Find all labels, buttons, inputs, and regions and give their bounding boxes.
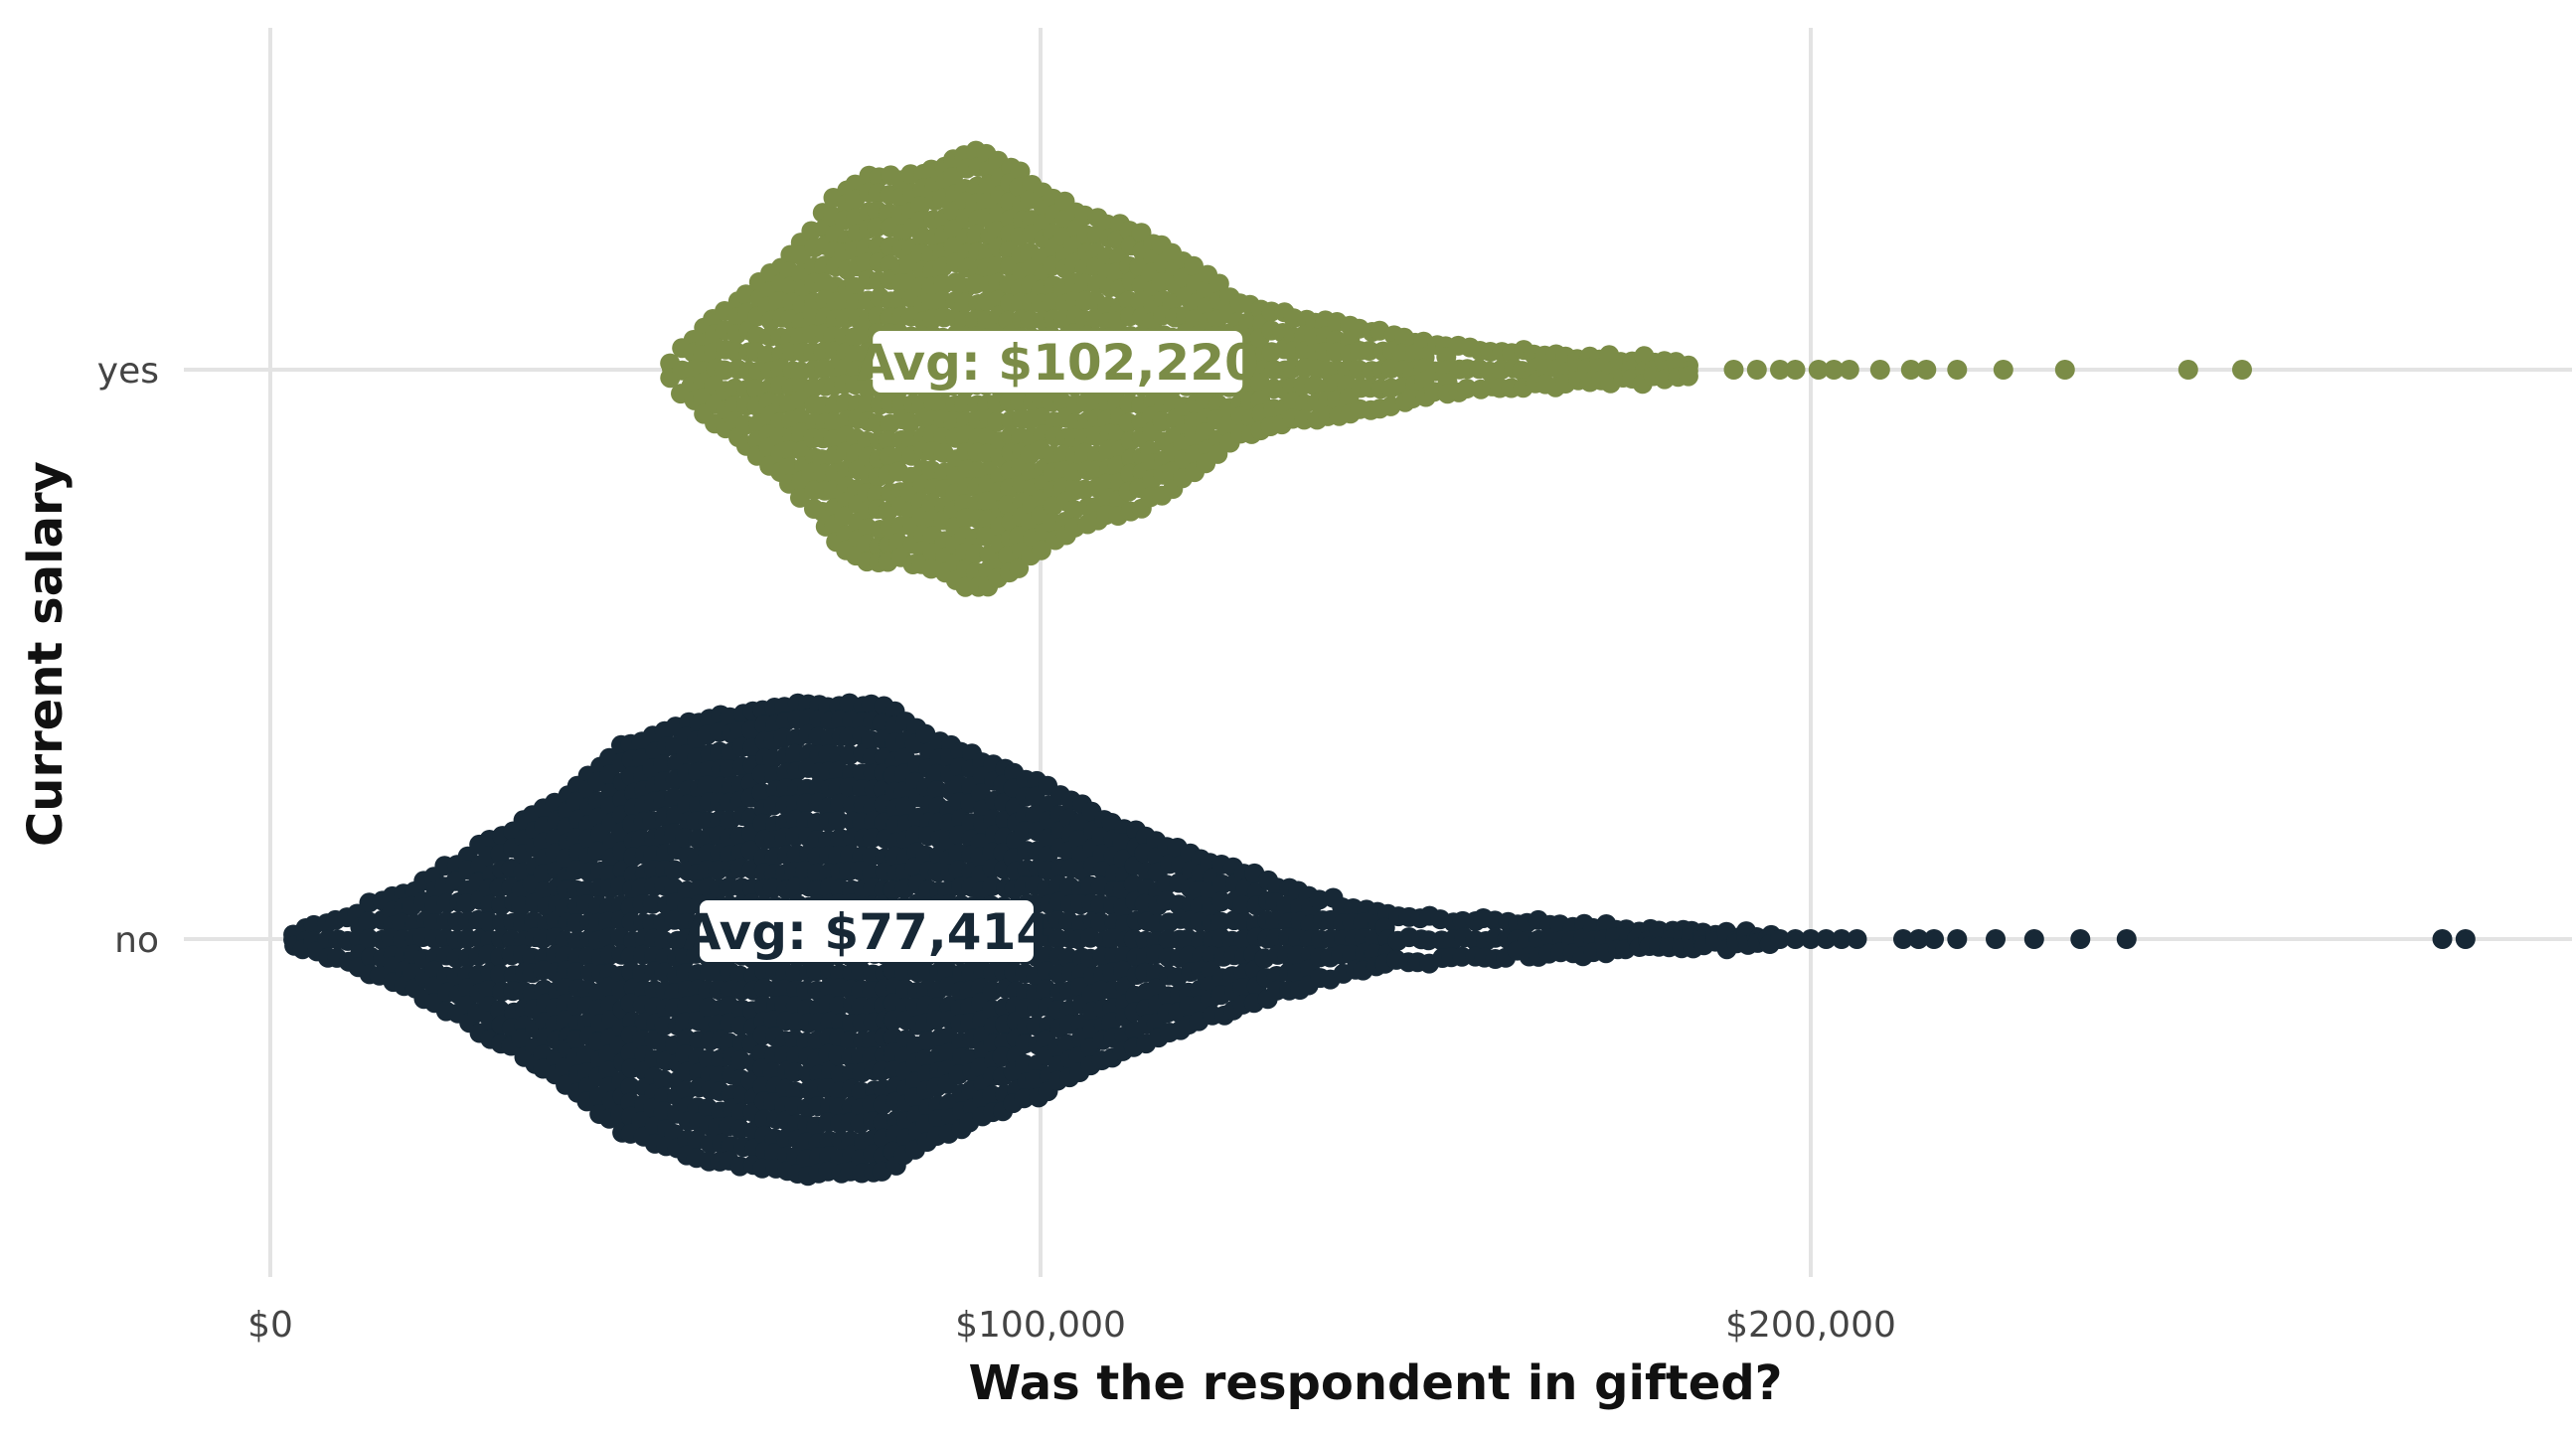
data-point — [1208, 273, 1229, 294]
outlier-point — [1924, 929, 1944, 949]
data-point — [620, 1077, 641, 1097]
mean-label-yes: Avg: $102,220 — [857, 331, 1259, 393]
outlier-point — [1832, 929, 1852, 949]
outlier-point — [1869, 360, 1890, 380]
data-point — [785, 743, 806, 764]
outlier-point — [1816, 929, 1837, 949]
data-point — [642, 893, 663, 914]
y-tick-label-yes: yes — [97, 351, 159, 392]
data-point — [937, 960, 958, 981]
data-point — [965, 273, 986, 294]
mean-label-box — [873, 331, 1243, 393]
data-point — [708, 860, 728, 880]
outlier-point — [1808, 360, 1829, 380]
data-point — [828, 810, 849, 831]
y-axis-title: Current salary — [18, 461, 74, 847]
mean-label-text: Avg: $77,414 — [683, 903, 1050, 961]
data-point — [1304, 376, 1325, 396]
data-point — [1232, 894, 1253, 915]
y-axis-ticks: yes no — [97, 351, 159, 961]
outlier-point — [2116, 929, 2137, 949]
y-tick-label-no: no — [114, 920, 159, 961]
outlier-point — [1993, 360, 2013, 380]
data-point — [729, 965, 750, 986]
data-point — [1009, 557, 1030, 578]
outlier-point — [1847, 929, 1867, 949]
outlier-point — [2054, 360, 2075, 380]
mean-label-box — [699, 900, 1034, 962]
outlier-point — [1986, 929, 2006, 949]
mean-label-text: Avg: $102,220 — [857, 334, 1259, 392]
outlier-point — [1947, 360, 1968, 380]
outlier-point — [1785, 929, 1806, 949]
outlier-point — [1893, 929, 1913, 949]
outlier-point — [1723, 360, 1744, 380]
outlier-point — [1770, 929, 1790, 949]
data-point — [926, 1010, 947, 1031]
outlier-point — [1746, 360, 1767, 380]
gridlines — [184, 28, 2572, 1277]
data-point — [915, 845, 936, 866]
x-tick-label: $200,000 — [1725, 1305, 1896, 1346]
data-point — [1014, 1088, 1035, 1109]
data-point — [1353, 912, 1373, 933]
data-point — [1457, 379, 1477, 398]
data-point — [779, 457, 800, 478]
average-labels: Avg: $102,220 Avg: $77,414 — [683, 331, 1259, 962]
data-point — [976, 526, 997, 547]
outlier-point — [1908, 929, 1929, 949]
outlier-point — [2432, 929, 2453, 949]
outlier-point — [2455, 929, 2476, 949]
mean-label-no: Avg: $77,414 — [683, 900, 1050, 962]
outlier-point — [1839, 360, 1859, 380]
outlier-point — [1824, 360, 1845, 380]
data-point — [746, 379, 767, 399]
outlier-point — [2177, 360, 2198, 380]
outlier-point — [1916, 360, 1937, 380]
data-point — [1031, 540, 1051, 560]
outlier-point — [2070, 929, 2091, 949]
data-point — [757, 345, 778, 366]
outlier-point — [1770, 360, 1790, 380]
outlier-point — [1785, 360, 1806, 380]
data-point — [752, 1158, 772, 1179]
data-point — [926, 780, 947, 801]
data-point — [1678, 366, 1698, 387]
outlier-point — [2232, 360, 2252, 380]
x-tick-label: $0 — [247, 1305, 293, 1346]
x-axis-ticks: $0 $100,000 $200,000 — [247, 1305, 1896, 1346]
outlier-point — [1900, 360, 1921, 380]
data-point — [992, 1046, 1013, 1067]
data-point — [1010, 161, 1031, 182]
swarm-layer — [283, 140, 2476, 1187]
x-tick-label: $100,000 — [955, 1305, 1126, 1346]
x-axis-title: Was the respondent in gifted? — [968, 1355, 1782, 1411]
outlier-point — [1947, 929, 1968, 949]
outlier-point — [1801, 929, 1821, 949]
outlier-point — [2023, 929, 2044, 949]
